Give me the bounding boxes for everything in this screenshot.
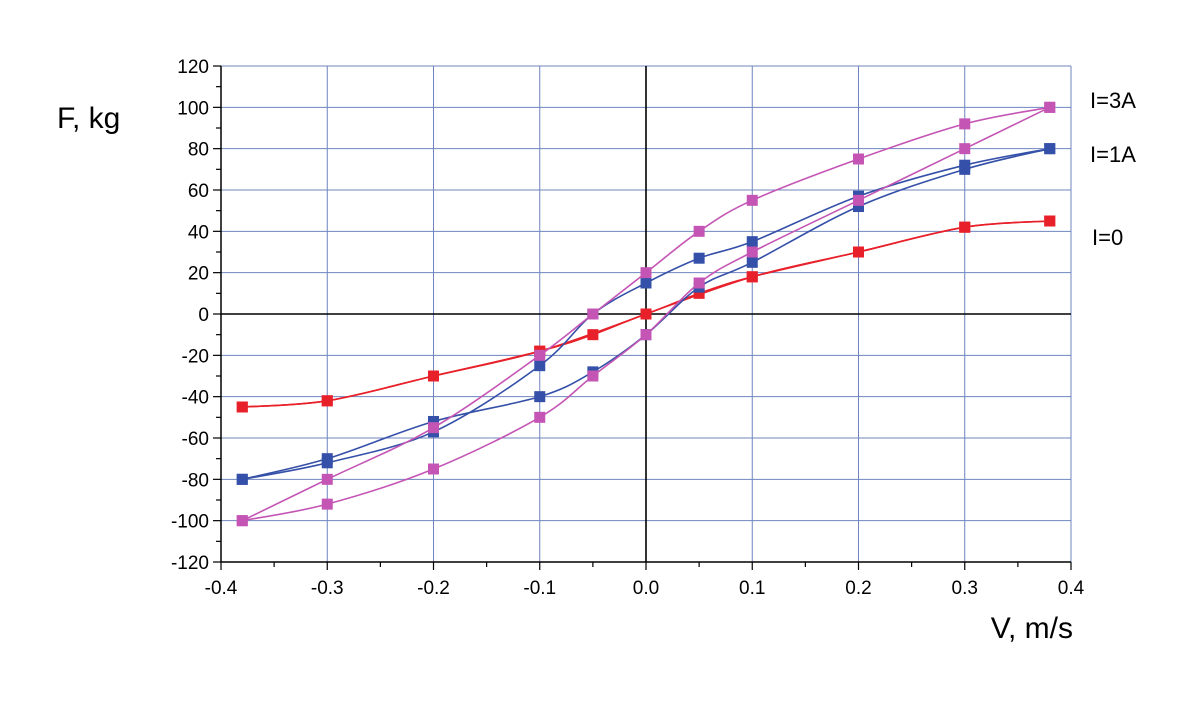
- labels-layer: 120 100 80 60 40 20 0 -20 -40 -60 -80 -100 -120 -0.4 -…: [171, 57, 1136, 599]
- x-tick-label: -0.4: [205, 578, 238, 599]
- y-tick-label: -40: [182, 388, 209, 409]
- data-point-i-1a: [428, 415, 439, 427]
- x-tick-label: 0.4: [1058, 578, 1085, 599]
- data-point-i-1a: [534, 391, 546, 403]
- y-axis-title: F, kg: [57, 102, 120, 135]
- series-layer: [236, 101, 1056, 527]
- data-point-i-1a: [321, 453, 333, 465]
- data-point-i-3a: [746, 194, 758, 206]
- x-tick-label: 0.0: [633, 578, 659, 599]
- data-point-i-3a: [534, 411, 546, 423]
- x-tick-label: 0.2: [845, 578, 871, 599]
- data-point-i-3a: [746, 246, 758, 258]
- data-point-i-3a: [853, 153, 864, 165]
- y-tick-label: -20: [182, 346, 209, 367]
- data-point-i-0: [587, 329, 599, 341]
- data-point-i-0: [693, 287, 705, 299]
- data-point-i-3a: [534, 349, 546, 361]
- data-point-i-1a: [959, 163, 971, 175]
- data-point-i-1a: [693, 252, 705, 264]
- x-tick-label: -0.2: [417, 578, 450, 599]
- data-point-i-3a: [959, 118, 971, 130]
- y-tick-label: -60: [182, 429, 209, 450]
- data-point-i-0: [321, 395, 333, 407]
- data-point-i-3a: [236, 515, 248, 527]
- y-tick-label: 60: [188, 181, 209, 202]
- data-point-i-1a: [1044, 143, 1056, 155]
- data-point-i-1a: [640, 277, 652, 289]
- data-point-i-0: [853, 246, 864, 258]
- data-point-i-3a: [853, 194, 864, 206]
- data-point-i-1a: [853, 201, 864, 213]
- y-tick-label: -100: [171, 512, 209, 533]
- y-tick-label: -120: [171, 553, 209, 574]
- data-point-i-3a: [693, 225, 705, 237]
- data-point-i-0: [959, 221, 971, 233]
- data-point-i-1a: [746, 256, 758, 268]
- data-point-i-3a: [640, 267, 652, 279]
- y-tick-label: 40: [188, 222, 209, 243]
- data-point-i-3a: [640, 329, 652, 341]
- series-label-i-0: I=0: [1092, 225, 1123, 250]
- series-label-i-1a: I=1A: [1090, 142, 1136, 167]
- x-tick-label: 0.1: [739, 578, 765, 599]
- data-point-i-0: [640, 308, 652, 320]
- data-point-i-3a: [1044, 101, 1056, 113]
- x-axis-title: V, m/s: [991, 612, 1073, 645]
- data-point-i-1a: [534, 360, 546, 372]
- x-tick-label: -0.1: [523, 578, 556, 599]
- data-point-i-1a: [746, 236, 758, 248]
- x-tick-label: -0.3: [311, 578, 344, 599]
- data-point-i-3a: [693, 277, 705, 289]
- series-label-i-3a: I=3A: [1090, 88, 1136, 113]
- data-point-i-0: [428, 370, 439, 382]
- data-point-i-3a: [587, 308, 599, 320]
- x-tick-label: 0.3: [952, 578, 978, 599]
- data-point-i-3a: [959, 143, 971, 155]
- y-tick-label: -80: [182, 470, 209, 491]
- data-point-i-3a: [428, 463, 439, 475]
- data-point-i-0: [746, 271, 758, 283]
- y-tick-label: 100: [177, 98, 209, 119]
- y-tick-label: 80: [188, 140, 209, 161]
- series-line-i-0: [242, 220, 1050, 408]
- data-point-i-1a: [236, 473, 248, 485]
- data-point-i-3a: [321, 473, 333, 485]
- y-tick-label: 20: [188, 264, 209, 285]
- y-tick-label: 120: [177, 57, 209, 78]
- data-point-i-0: [236, 401, 248, 413]
- y-tick-label: 0: [198, 305, 209, 326]
- data-point-i-0: [1044, 215, 1056, 227]
- data-point-i-3a: [428, 422, 439, 434]
- data-point-i-3a: [321, 498, 333, 510]
- data-point-i-3a: [587, 370, 599, 382]
